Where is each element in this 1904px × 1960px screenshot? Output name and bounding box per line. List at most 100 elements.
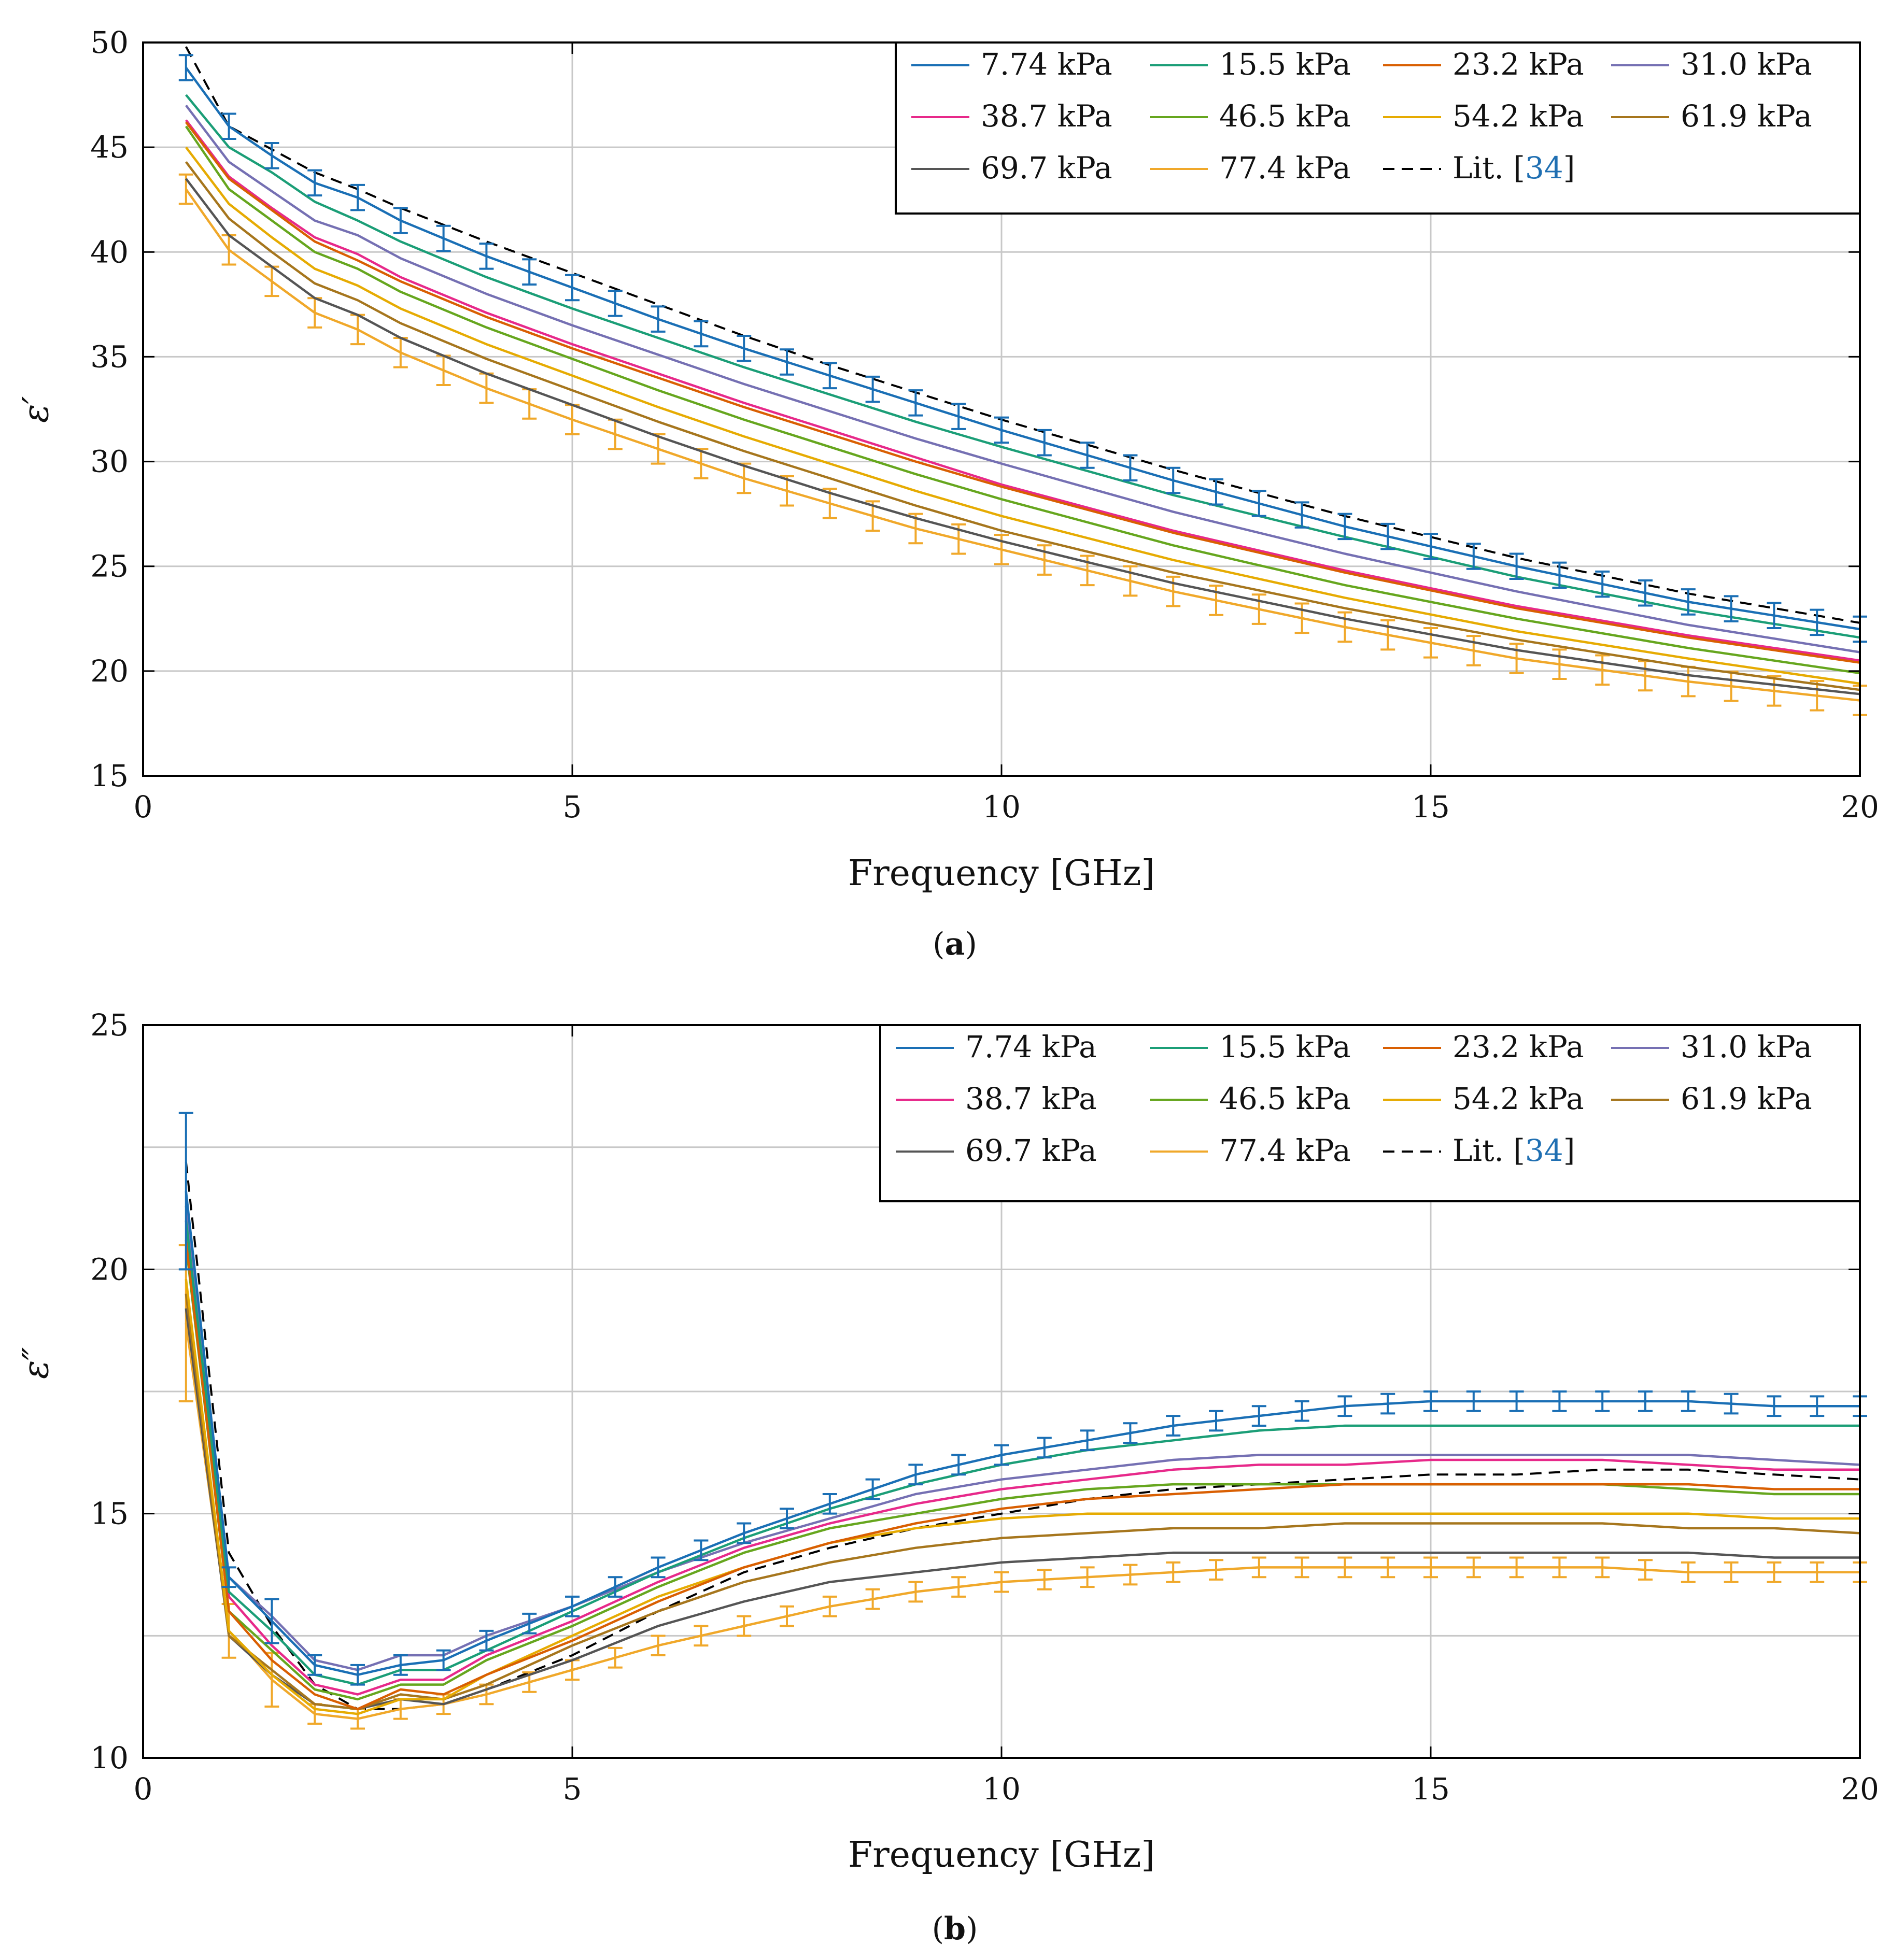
panel-a-caption: (a) — [933, 926, 977, 962]
panel-a-y-tick-label-35: 35 — [90, 339, 129, 374]
panel-a-errorbar-7-74-kpa-10-5 — [1037, 429, 1052, 457]
panel-b-errorbar-77-4-kpa-13-5 — [1294, 1556, 1309, 1579]
panel-b-x-tick-label-0: 0 — [134, 1771, 153, 1807]
panel-b-legend-entry-61-9-kpa: 61.9 kPa — [1611, 1081, 1812, 1116]
panel-b-legend-entry-7-74-kpa: 7.74 kPa — [896, 1029, 1097, 1064]
panel-b-errorbar-77-4-kpa-17-5 — [1638, 1559, 1653, 1581]
panel-a-legend-label-15-5-kpa: 15.5 kPa — [1219, 47, 1351, 82]
panel-a-series-61-9-kpa — [185, 161, 1860, 691]
panel-a-errorbar-77-4-kpa-15-5 — [1466, 635, 1481, 666]
panel-a-errorbar-7-74-kpa-16 — [1509, 552, 1524, 580]
panel-a-errorbar-7-74-kpa-14-5 — [1380, 522, 1395, 550]
panel-a-errorbar-77-4-kpa-12-5 — [1209, 585, 1223, 616]
panel-b-series-38-7-kpa — [185, 1220, 1860, 1696]
panel-a-y-ticks: 15 20 25 30 35 40 45 50 — [90, 25, 1860, 793]
panel-b-errorbar-7-74-kpa-13 — [1251, 1405, 1266, 1427]
panel-a-errorbar-7-74-kpa-13-5 — [1294, 501, 1309, 529]
panel-b-errorbar-7-74-kpa-11-5 — [1123, 1422, 1138, 1444]
panel-b-errorbar-77-4-kpa-7 — [737, 1615, 752, 1637]
panel-b-errorbar-77-4-kpa-10-5 — [1037, 1569, 1052, 1590]
panel-a-errorbar-7-74-kpa-11 — [1080, 442, 1095, 469]
panel-a-x-ticks: 0 5 10 15 20 — [134, 42, 1879, 825]
panel-b-errorbar-77-4-kpa-6 — [651, 1635, 666, 1657]
panel-b-errorbar-77-4-kpa-19 — [1767, 1561, 1782, 1583]
panel-b-legend-label-69-7-kpa: 69.7 kPa — [965, 1133, 1097, 1168]
panel-b-errorbar-7-74-kpa-18 — [1681, 1390, 1696, 1412]
panel-b-legend-entry-77-4-kpa: 77.4 kPa — [1150, 1133, 1351, 1168]
panel-a-series-23-2-kpa — [185, 121, 1860, 664]
panel-a-legend-label-54-2-kpa: 54.2 kPa — [1452, 98, 1584, 134]
panel-a-errorbar-77-4-kpa-16 — [1509, 643, 1524, 674]
panel-b-errorbar-77-4-kpa-9 — [908, 1581, 923, 1603]
panel-a-legend-entry-46-5-kpa: 46.5 kPa — [1150, 98, 1351, 134]
panel-b-y-axis-title: ε″ — [16, 1347, 57, 1379]
panel-b-legend-label-15-5-kpa: 15.5 kPa — [1219, 1029, 1351, 1064]
panel-a-errorbar-77-4-kpa-17 — [1595, 654, 1610, 686]
panel-a-errorbar-7-74-kpa-8 — [822, 362, 837, 390]
panel-b-errorbar-7-74-kpa-16 — [1509, 1390, 1524, 1412]
panel-a-series-38-7-kpa — [185, 119, 1860, 662]
panel-a-legend-entry-lit-34: Lit. [34] — [1383, 150, 1575, 186]
panel-b-legend-entry-23-2-kpa: 23.2 kPa — [1383, 1029, 1584, 1064]
panel-a-legend-label-7-74-kpa: 7.74 kPa — [981, 47, 1112, 82]
panel-a-legend-entry-31-0-kpa: 31.0 kPa — [1611, 47, 1812, 82]
panel-b-legend-label-23-2-kpa: 23.2 kPa — [1452, 1029, 1584, 1064]
panel-b-errorbar-7-74-kpa-13-5 — [1294, 1400, 1309, 1422]
panel-b-y-tick-label-10: 10 — [90, 1740, 129, 1776]
panel-b-legend-entry-54-2-kpa: 54.2 kPa — [1383, 1081, 1584, 1116]
panel-a-errorbar-7-74-kpa-9 — [908, 389, 923, 417]
panel-a-legend-label-23-2-kpa: 23.2 kPa — [1452, 47, 1584, 82]
panel-b-legend-label-61-9-kpa: 61.9 kPa — [1681, 1081, 1812, 1116]
panel-a-legend: 7.74 kPa 15.5 kPa 23.2 kPa 31.0 kPa 38.7 kPa… — [895, 41, 1861, 215]
panel-b-y-ticks: 10 15 20 25 — [90, 1007, 1860, 1776]
panel-a-errorbar-77-4-kpa-16-5 — [1552, 648, 1567, 680]
panel-a-errorbar-77-4-kpa-19-5 — [1810, 680, 1825, 712]
panel-b-errorbar-77-4-kpa-14-5 — [1380, 1556, 1395, 1579]
panel-b-y-tick-label-25: 25 — [90, 1007, 129, 1043]
panel-a-errorbar-77-4-kpa-13-5 — [1294, 602, 1309, 634]
panel-a-x-tick-label-5: 5 — [563, 789, 582, 825]
panel-b-errorbar-7-74-kpa-19-5 — [1810, 1395, 1825, 1417]
panel-b-errorbar-77-4-kpa-19-5 — [1810, 1561, 1825, 1583]
panel-a-legend-label-77-4-kpa: 77.4 kPa — [1219, 150, 1351, 186]
panel-b-errorbar-77-4-kpa-6-5 — [694, 1625, 709, 1647]
panel-b-legend: 7.74 kPa 15.5 kPa 23.2 kPa 31.0 kPa 38.7 kPa… — [879, 1024, 1861, 1202]
panel-b-series-61-9-kpa — [185, 1294, 1860, 1710]
panel-a-errorbar-7-74-kpa-7 — [737, 335, 752, 362]
panel-b-errorbar-7-74-kpa-9-5 — [951, 1454, 966, 1476]
panel-b-legend-entry-38-7-kpa: 38.7 kPa — [896, 1081, 1097, 1116]
panel-b-errorbar-7-74-kpa-5 — [565, 1595, 580, 1617]
panel-b-errorbar-77-4-kpa-8-5 — [865, 1588, 880, 1610]
panel-b-errorbar-77-4-kpa-17 — [1595, 1556, 1610, 1579]
panel-b-errorbar-7-74-kpa-4 — [479, 1629, 494, 1652]
panel-a-y-tick-label-15: 15 — [90, 758, 129, 793]
panel-b-chart: 0 5 10 15 20 10 15 20 25 Frequency [GHz] ε″ 7.7… — [16, 1007, 1879, 1947]
panel-a-y-tick-label-50: 50 — [90, 25, 129, 60]
panel-b-legend-entry-69-7-kpa: 69.7 kPa — [896, 1133, 1097, 1168]
panel-b-errorbar-7-74-kpa-3 — [393, 1654, 408, 1676]
panel-b-errorbar-7-74-kpa-3-5 — [436, 1649, 451, 1671]
panel-a-legend-label-lit-34: Lit. [34] — [1452, 150, 1575, 186]
panel-a-errorbar-77-4-kpa-10 — [994, 534, 1009, 565]
panel-a-x-tick-label-15: 15 — [1412, 789, 1450, 825]
panel-b-series-23-2-kpa — [185, 1240, 1860, 1710]
panel-a-errorbar-77-4-kpa-15 — [1423, 627, 1438, 659]
panel-a-errorbar-7-74-kpa-16-5 — [1552, 561, 1567, 589]
panel-b-errorbar-7-74-kpa-14-5 — [1380, 1393, 1395, 1415]
panel-b-series-31-0-kpa — [185, 1205, 1860, 1671]
panel-a-errorbar-7-74-kpa-13 — [1251, 490, 1266, 517]
panel-b-errorbar-77-4-kpa-18 — [1681, 1561, 1696, 1583]
panel-b-errorbar-7-74-kpa-15 — [1423, 1390, 1438, 1412]
panel-b-errorbar-77-4-kpa-9-5 — [951, 1576, 966, 1598]
panel-a-errorbar-7-74-kpa-19 — [1767, 602, 1782, 629]
panel-b-marks — [178, 1112, 1867, 1730]
panel-b-legend-label-lit-34: Lit. [34] — [1452, 1133, 1575, 1168]
panel-b-errorbar-7-74-kpa-8-5 — [865, 1478, 880, 1500]
panel-a-x-axis-title: Frequency [GHz] — [848, 853, 1155, 894]
panel-b-legend-label-77-4-kpa: 77.4 kPa — [1219, 1133, 1351, 1168]
panel-b-errorbar-77-4-kpa-15-5 — [1466, 1556, 1481, 1579]
panel-a-errorbar-7-74-kpa-2 — [307, 169, 322, 197]
panel-a-legend-label-46-5-kpa: 46.5 kPa — [1219, 98, 1351, 134]
panel-a-errorbar-7-74-kpa-11-5 — [1123, 454, 1138, 481]
